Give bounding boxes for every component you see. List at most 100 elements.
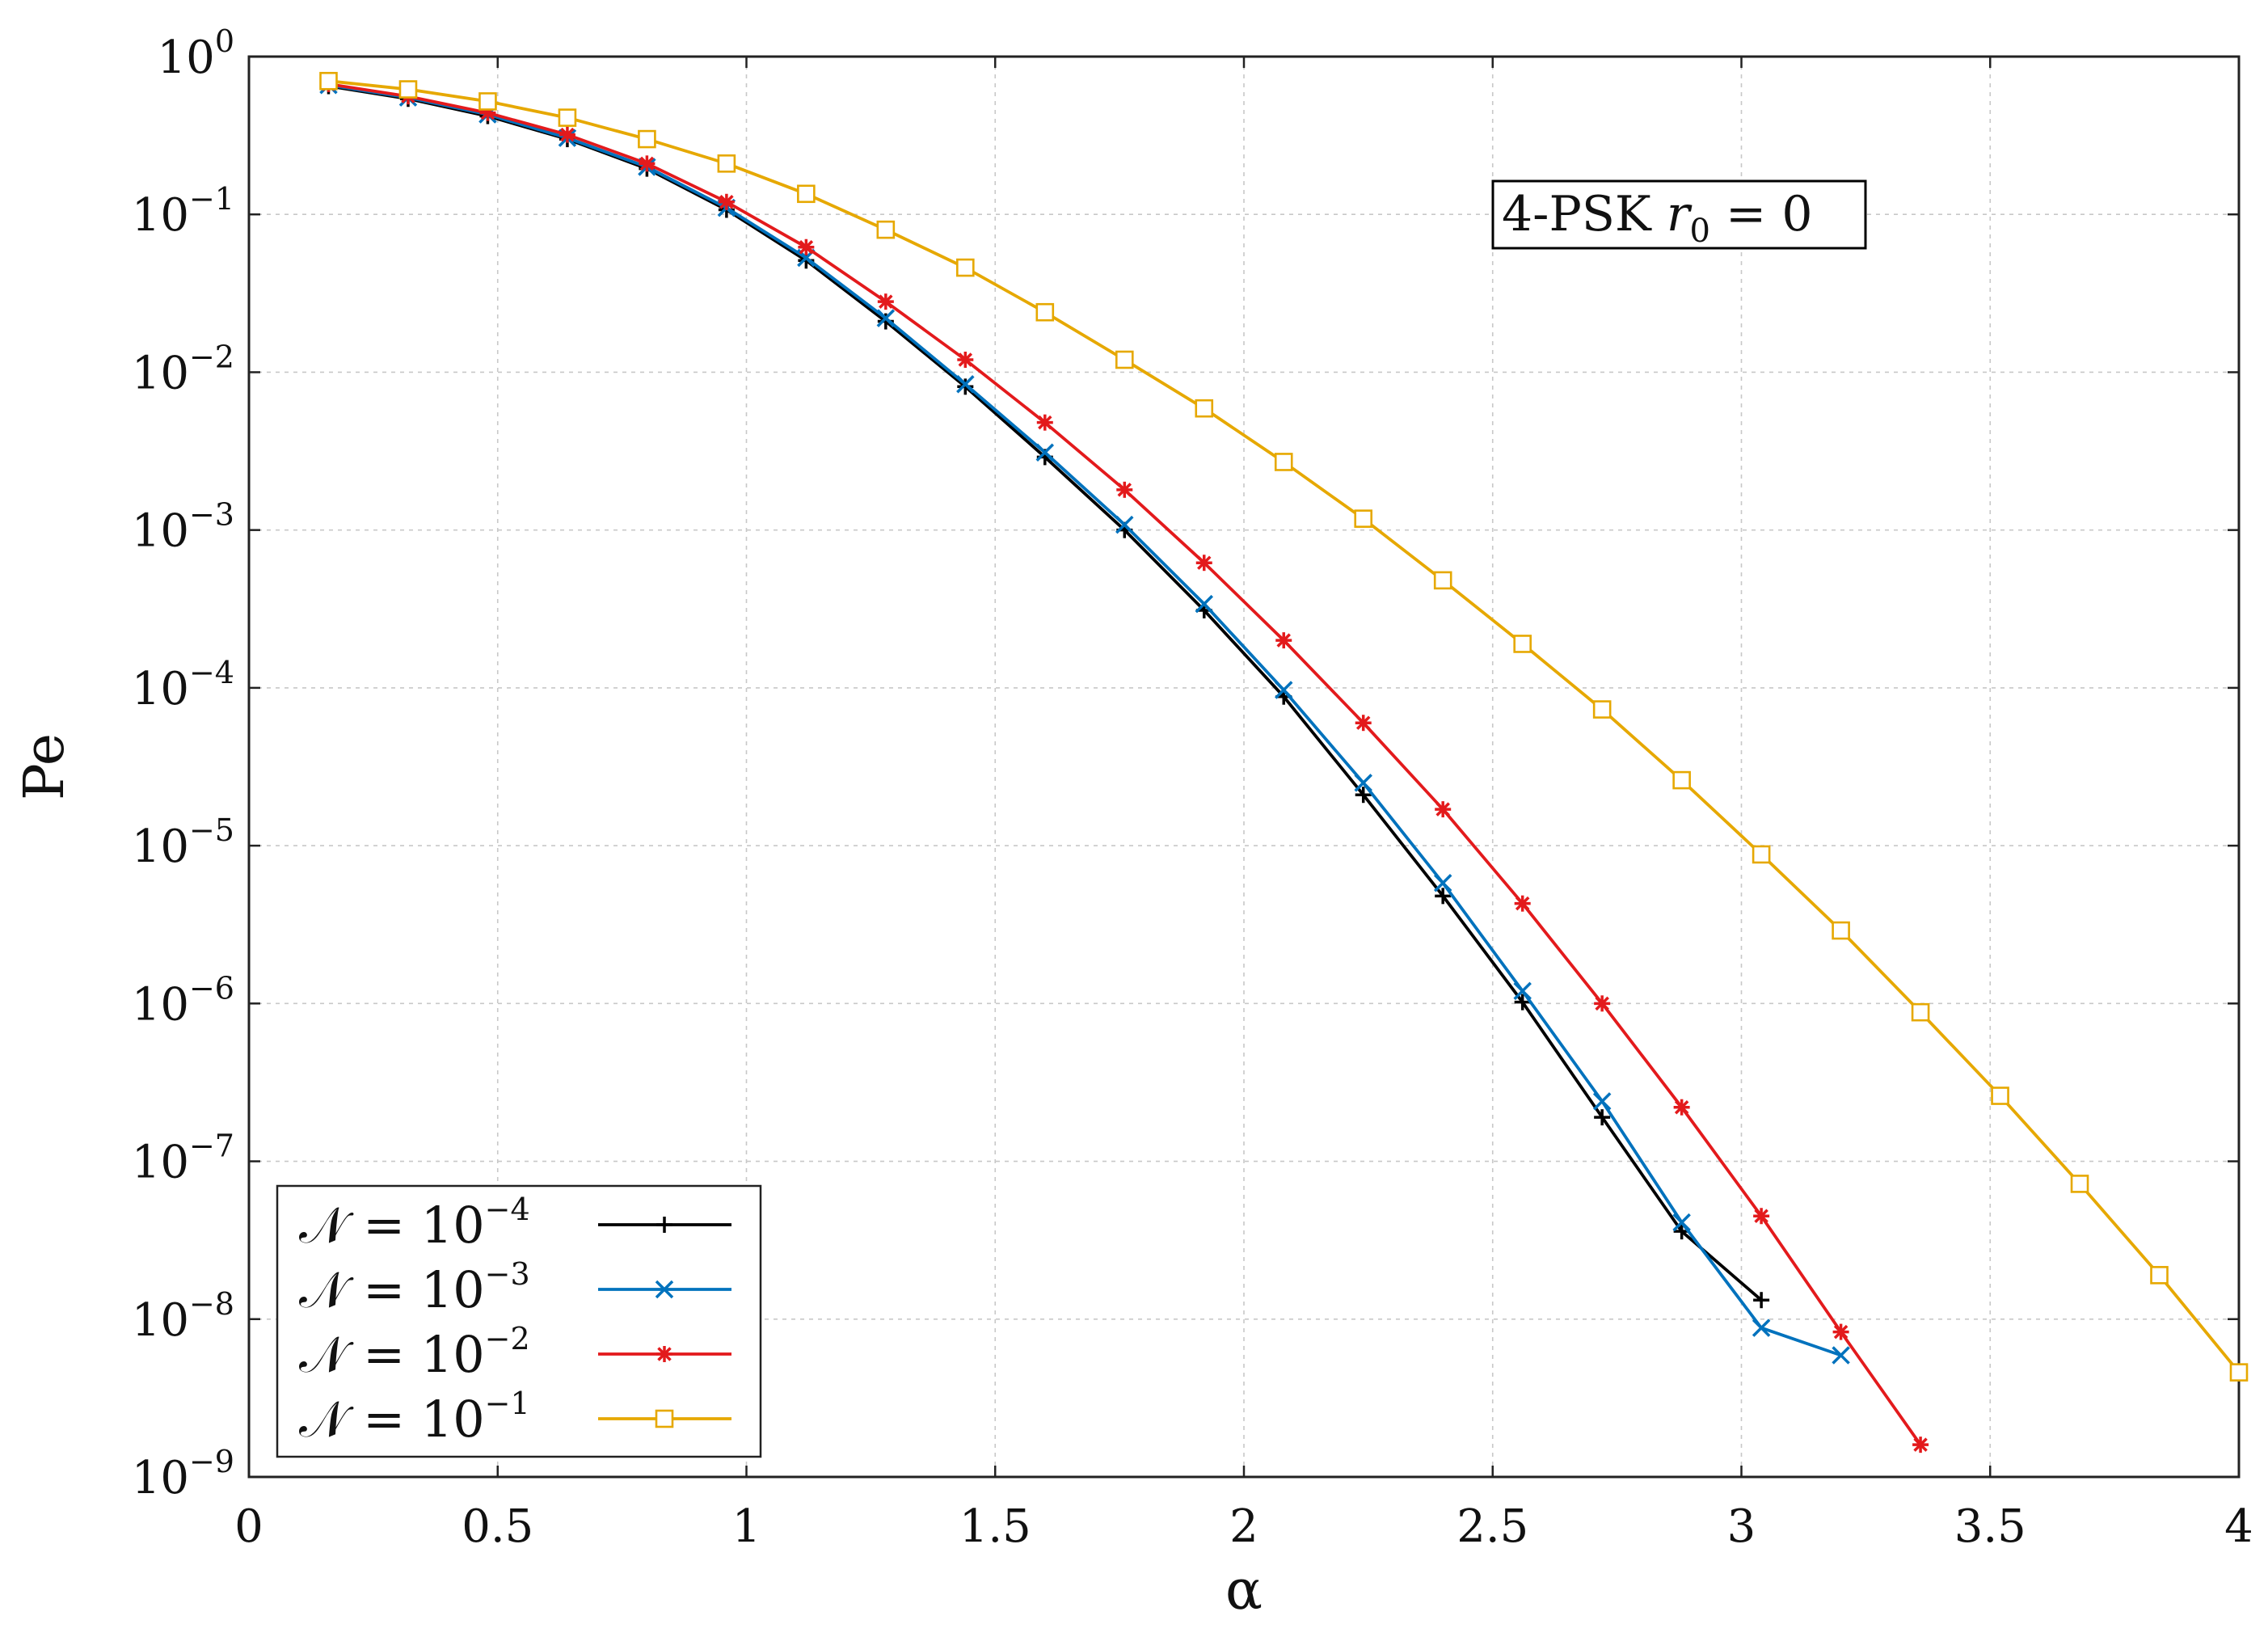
x-tick-label: 2 xyxy=(1229,1500,1258,1553)
data-point xyxy=(655,1280,674,1299)
x-tick-label: 2.5 xyxy=(1456,1500,1528,1553)
annotation-var: r xyxy=(1667,186,1693,243)
data-point xyxy=(1513,981,1532,1001)
data-point xyxy=(1592,700,1612,719)
y-tick-label: 10−7 xyxy=(132,1129,234,1189)
data-point xyxy=(876,220,896,239)
legend-item: 𝒩 = 10−2 xyxy=(299,1321,731,1384)
data-point xyxy=(1116,481,1133,498)
y-tick-label: 10−5 xyxy=(132,812,234,873)
data-point xyxy=(1592,1092,1612,1111)
data-point xyxy=(956,258,975,277)
data-point xyxy=(877,293,894,310)
y-tick-label: 100 xyxy=(158,23,234,84)
legend-frame xyxy=(276,1184,762,1458)
x-tick-label: 0.5 xyxy=(462,1500,533,1553)
data-point xyxy=(2150,1266,2169,1285)
legend-label: 𝒩 = 10−3 xyxy=(299,1256,530,1319)
series-layer xyxy=(319,71,2249,1453)
x-tick-label: 4 xyxy=(2224,1500,2253,1553)
data-point xyxy=(1514,895,1531,912)
data-point xyxy=(1435,888,1452,905)
data-point xyxy=(1195,399,1214,418)
legend: 𝒩 = 10−4𝒩 = 10−3𝒩 = 10−2𝒩 = 10−1 xyxy=(276,1184,762,1458)
series-line xyxy=(328,83,1842,1357)
data-point xyxy=(1433,874,1452,892)
data-point xyxy=(1514,994,1531,1010)
legend-item: 𝒩 = 10−4 xyxy=(299,1192,731,1255)
annotation-sub: 0 xyxy=(1690,213,1710,250)
x-axis-title: α xyxy=(1225,1559,1263,1622)
data-point xyxy=(319,71,338,91)
data-point xyxy=(956,374,975,394)
data-point xyxy=(1832,921,1850,940)
data-point xyxy=(638,129,656,149)
series-group xyxy=(319,71,2249,1382)
data-point xyxy=(656,1346,672,1362)
data-point xyxy=(1435,801,1452,818)
data-point xyxy=(639,155,656,172)
y-axis-title: Pe xyxy=(13,733,77,800)
data-point xyxy=(656,1217,672,1233)
data-point xyxy=(478,92,497,111)
data-point xyxy=(1912,1437,1929,1453)
data-point xyxy=(1355,715,1372,732)
data-point xyxy=(1433,571,1452,590)
data-point xyxy=(1594,1109,1611,1126)
data-point xyxy=(1275,632,1292,649)
x-tick-label: 0 xyxy=(234,1500,263,1553)
data-point xyxy=(1832,1323,1849,1340)
data-point xyxy=(1195,555,1212,572)
data-point xyxy=(1672,770,1691,790)
data-point xyxy=(957,378,974,395)
annotation-prefix: 4-PSK xyxy=(1502,186,1667,243)
data-point xyxy=(1672,1213,1691,1232)
data-point xyxy=(1832,1346,1850,1365)
data-point xyxy=(1911,1002,1930,1022)
data-point xyxy=(797,184,816,204)
y-tick-label: 10−3 xyxy=(132,497,234,558)
data-point xyxy=(2070,1175,2089,1193)
x-tick-label: 3 xyxy=(1727,1500,1756,1553)
data-point xyxy=(1594,995,1611,1012)
data-point xyxy=(1513,635,1532,653)
annotation-frame xyxy=(1491,179,1867,250)
data-point xyxy=(1275,681,1293,699)
x-tick-label: 1 xyxy=(732,1500,761,1553)
data-point xyxy=(798,238,815,255)
data-point xyxy=(1991,1086,2009,1105)
data-point xyxy=(1355,787,1372,804)
data-point xyxy=(1673,1099,1690,1116)
legend-item: 𝒩 = 10−3 xyxy=(299,1256,731,1319)
legend-label: 𝒩 = 10−4 xyxy=(299,1192,530,1255)
data-point xyxy=(1035,302,1055,322)
data-point xyxy=(1753,1208,1770,1225)
data-point xyxy=(1115,350,1134,369)
data-point xyxy=(1035,443,1055,462)
annotation-suffix: = 0 xyxy=(1710,186,1813,243)
data-point xyxy=(1753,1292,1770,1309)
data-point xyxy=(655,1409,674,1428)
data-point xyxy=(1752,1318,1771,1337)
data-point xyxy=(1195,594,1213,614)
x-tick-label: 3.5 xyxy=(1954,1500,2026,1553)
y-tick-label: 10−6 xyxy=(132,970,234,1031)
y-tick-label: 10−4 xyxy=(132,655,234,715)
y-tick-label: 10−2 xyxy=(132,339,234,399)
data-point xyxy=(1036,414,1053,431)
y-tick-label: 10−1 xyxy=(132,181,234,242)
legend-item: 𝒩 = 10−1 xyxy=(299,1386,731,1449)
data-point xyxy=(717,154,736,173)
x-tick-label: 1.5 xyxy=(959,1500,1031,1553)
data-point xyxy=(2229,1363,2249,1382)
legend-label: 𝒩 = 10−1 xyxy=(299,1386,530,1449)
data-point xyxy=(957,351,974,368)
y-tick-label: 10−9 xyxy=(132,1444,234,1504)
data-point xyxy=(398,80,418,99)
data-point xyxy=(558,108,577,127)
data-point xyxy=(1274,453,1293,471)
data-point xyxy=(1354,774,1372,792)
data-point xyxy=(1752,845,1771,864)
data-point xyxy=(559,126,575,143)
